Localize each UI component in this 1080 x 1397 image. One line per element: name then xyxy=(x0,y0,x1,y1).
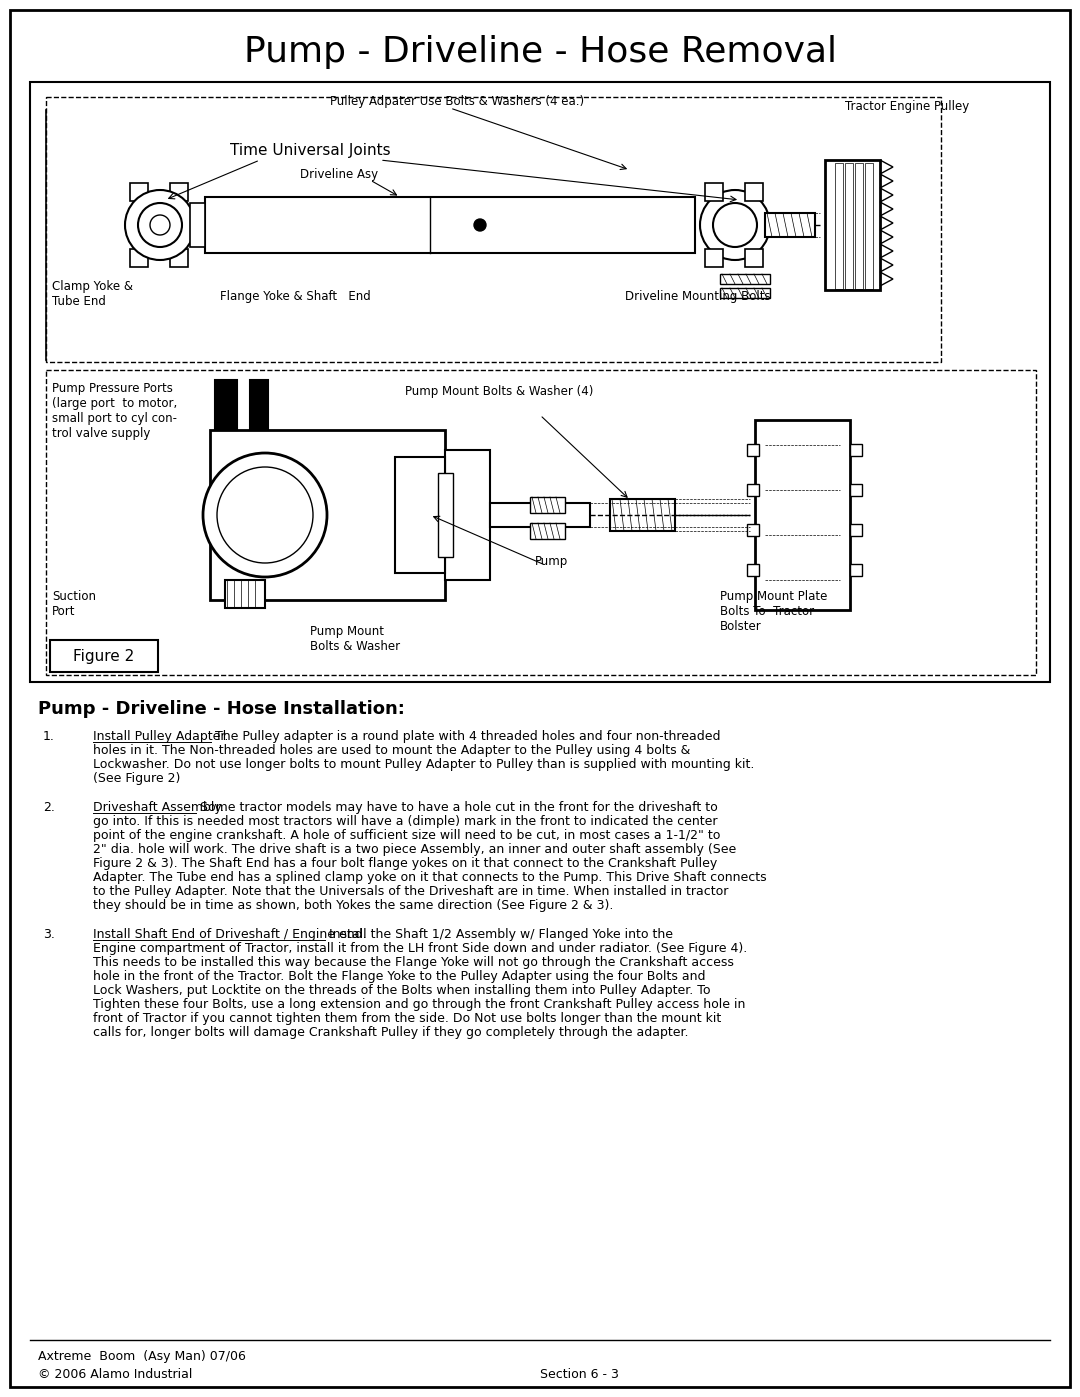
Bar xyxy=(850,444,862,455)
Circle shape xyxy=(203,453,327,577)
Circle shape xyxy=(138,203,183,247)
Bar xyxy=(850,483,862,496)
Bar xyxy=(225,580,265,608)
Bar xyxy=(747,483,759,496)
Bar xyxy=(50,640,158,672)
Circle shape xyxy=(217,467,313,563)
Bar xyxy=(438,474,453,557)
Bar xyxy=(170,183,188,201)
Text: calls for, longer bolts will damage Crankshaft Pulley if they go completely thro: calls for, longer bolts will damage Cran… xyxy=(93,1025,689,1039)
Bar xyxy=(170,249,188,267)
Bar xyxy=(835,163,843,289)
Text: go into. If this is needed most tractors will have a (dimple) mark in the front : go into. If this is needed most tractors… xyxy=(93,814,717,828)
Text: © 2006 Alamo Industrial: © 2006 Alamo Industrial xyxy=(38,1368,192,1382)
Text: Flange Yoke & Shaft   End: Flange Yoke & Shaft End xyxy=(220,291,370,303)
Text: Driveline Asy: Driveline Asy xyxy=(300,168,378,182)
Text: Figure 2 & 3). The Shaft End has a four bolt flange yokes on it that connect to : Figure 2 & 3). The Shaft End has a four … xyxy=(93,856,717,870)
Text: Pump - Driveline - Hose Installation:: Pump - Driveline - Hose Installation: xyxy=(38,700,405,718)
Text: Pump Mount
Bolts & Washer: Pump Mount Bolts & Washer xyxy=(310,624,400,652)
Text: Install Pulley Adapter.: Install Pulley Adapter. xyxy=(93,731,228,743)
Text: hole in the front of the Tractor. Bolt the Flange Yoke to the Pulley Adapter usi: hole in the front of the Tractor. Bolt t… xyxy=(93,970,705,983)
Bar xyxy=(530,522,565,539)
Text: Pump - Driveline - Hose Removal: Pump - Driveline - Hose Removal xyxy=(243,35,837,68)
Bar xyxy=(205,197,696,253)
Text: point of the engine crankshaft. A hole of sufficient size will need to be cut, i: point of the engine crankshaft. A hole o… xyxy=(93,828,720,842)
Text: Adapter. The Tube end has a splined clamp yoke on it that connects to the Pump. : Adapter. The Tube end has a splined clam… xyxy=(93,870,767,884)
Text: 3.: 3. xyxy=(43,928,55,942)
Text: Engine compartment of Tractor, install it from the LH front Side down and under : Engine compartment of Tractor, install i… xyxy=(93,942,747,956)
Text: front of Tractor if you cannot tighten them from the side. Do Not use bolts long: front of Tractor if you cannot tighten t… xyxy=(93,1011,721,1025)
Bar xyxy=(755,420,850,610)
Bar xyxy=(30,82,1050,682)
Text: Some tractor models may have to have a hole cut in the front for the driveshaft : Some tractor models may have to have a h… xyxy=(195,800,718,814)
Text: Clamp Yoke &
Tube End: Clamp Yoke & Tube End xyxy=(52,279,133,307)
Text: Driveshaft Assembly.: Driveshaft Assembly. xyxy=(93,800,224,814)
Text: Driveline Mounting Bolts: Driveline Mounting Bolts xyxy=(625,291,771,303)
Text: Section 6 - 3: Section 6 - 3 xyxy=(540,1368,619,1382)
Bar xyxy=(745,183,762,201)
Text: Pump Mount Plate
Bolts To  Tractor
Bolster: Pump Mount Plate Bolts To Tractor Bolste… xyxy=(720,590,827,633)
Bar xyxy=(395,457,445,573)
Bar xyxy=(850,564,862,576)
Text: Suction
Port: Suction Port xyxy=(52,590,96,617)
Bar xyxy=(845,163,853,289)
Bar xyxy=(215,380,237,430)
Circle shape xyxy=(474,219,486,231)
Bar xyxy=(130,249,148,267)
Bar xyxy=(130,183,148,201)
Bar xyxy=(705,249,723,267)
Text: Pump Pressure Ports
(large port  to motor,
small port to cyl con-
trol valve sup: Pump Pressure Ports (large port to motor… xyxy=(52,381,177,440)
Circle shape xyxy=(700,190,770,260)
Bar xyxy=(720,274,770,284)
Text: This needs to be installed this way because the Flange Yoke will not go through : This needs to be installed this way beca… xyxy=(93,956,734,970)
Bar xyxy=(705,183,723,201)
Text: 2" dia. hole will work. The drive shaft is a two piece Assembly, an inner and ou: 2" dia. hole will work. The drive shaft … xyxy=(93,842,737,856)
Bar xyxy=(850,524,862,536)
Bar xyxy=(747,524,759,536)
Text: (See Figure 2): (See Figure 2) xyxy=(93,773,180,785)
Bar xyxy=(610,499,675,531)
Bar xyxy=(747,564,759,576)
Text: Pump: Pump xyxy=(535,555,568,569)
Bar xyxy=(445,450,490,580)
Text: The Pulley adapter is a round plate with 4 threaded holes and four non-threaded: The Pulley adapter is a round plate with… xyxy=(212,731,721,743)
Text: Tractor Engine Pulley: Tractor Engine Pulley xyxy=(845,101,969,113)
Text: Axtreme  Boom  (Asy Man) 07/06: Axtreme Boom (Asy Man) 07/06 xyxy=(38,1350,246,1363)
Bar xyxy=(190,203,205,247)
Bar xyxy=(530,497,565,513)
Text: 2.: 2. xyxy=(43,800,55,814)
Bar xyxy=(855,163,863,289)
Bar xyxy=(210,430,445,599)
Text: Lock Washers, put Locktite on the threads of the Bolts when installing them into: Lock Washers, put Locktite on the thread… xyxy=(93,983,711,997)
Text: 1.: 1. xyxy=(43,731,55,743)
Text: they should be in time as shown, both Yokes the same direction (See Figure 2 & 3: they should be in time as shown, both Yo… xyxy=(93,900,613,912)
Text: Lockwasher. Do not use longer bolts to mount Pulley Adapter to Pulley than is su: Lockwasher. Do not use longer bolts to m… xyxy=(93,759,754,771)
Bar xyxy=(745,249,762,267)
Bar xyxy=(249,380,268,430)
Bar xyxy=(825,161,880,291)
Bar xyxy=(747,444,759,455)
Text: holes in it. The Non-threaded holes are used to mount the Adapter to the Pulley : holes in it. The Non-threaded holes are … xyxy=(93,745,690,757)
Text: Install the Shaft 1/2 Assembly w/ Flanged Yoke into the: Install the Shaft 1/2 Assembly w/ Flange… xyxy=(325,928,673,942)
Circle shape xyxy=(713,203,757,247)
Bar xyxy=(865,163,873,289)
Text: Tighten these four Bolts, use a long extension and go through the front Cranksha: Tighten these four Bolts, use a long ext… xyxy=(93,997,745,1011)
Bar xyxy=(720,288,770,298)
Text: Pump Mount Bolts & Washer (4): Pump Mount Bolts & Washer (4) xyxy=(405,386,593,398)
Bar xyxy=(46,370,1036,675)
Text: to the Pulley Adapter. Note that the Universals of the Driveshaft are in time. W: to the Pulley Adapter. Note that the Uni… xyxy=(93,886,728,898)
Bar xyxy=(46,96,941,362)
Text: Install Shaft End of Driveshaft / Engine end.: Install Shaft End of Driveshaft / Engine… xyxy=(93,928,366,942)
Circle shape xyxy=(150,215,170,235)
Text: Pulley Adpater Use Bolts & Washers (4 ea.): Pulley Adpater Use Bolts & Washers (4 ea… xyxy=(330,95,584,108)
Bar xyxy=(490,503,590,527)
Circle shape xyxy=(125,190,195,260)
Text: Figure 2: Figure 2 xyxy=(73,648,135,664)
Text: Time Universal Joints: Time Universal Joints xyxy=(230,142,391,158)
Bar xyxy=(765,212,815,237)
